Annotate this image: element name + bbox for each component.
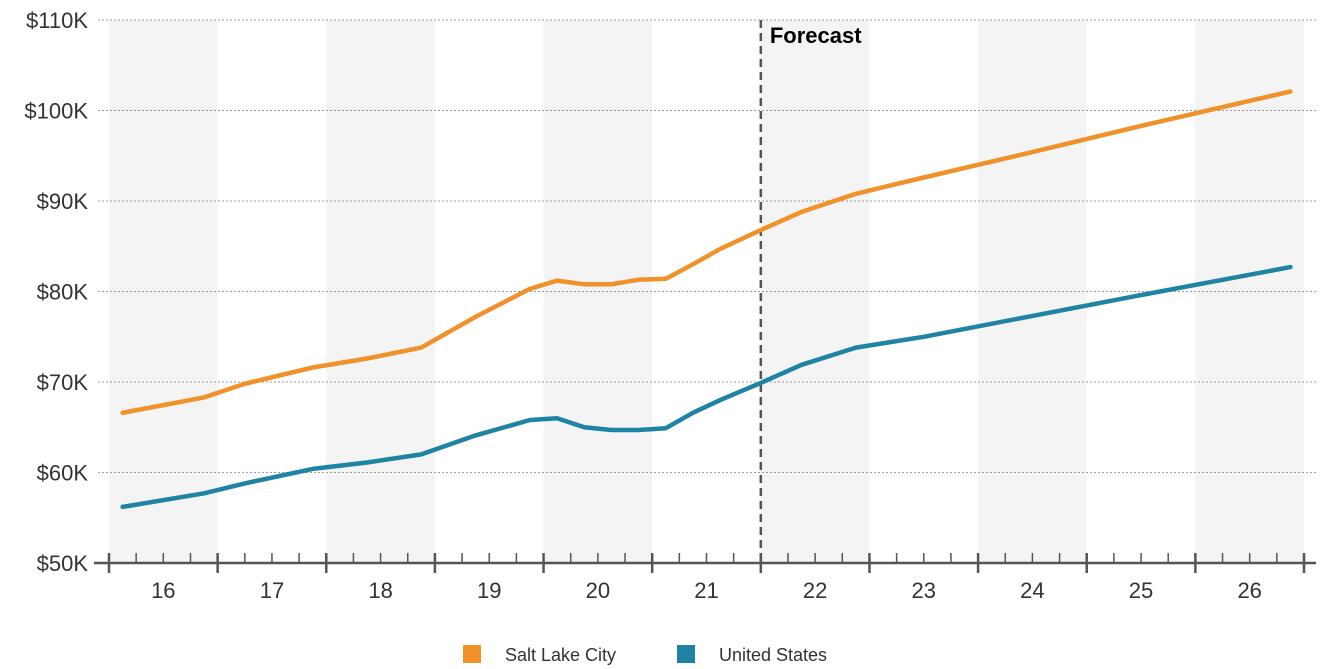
legend: Salt Lake City United States bbox=[463, 645, 827, 665]
legend-swatch bbox=[677, 645, 695, 663]
x-axis bbox=[94, 553, 1316, 573]
x-tick-label: 18 bbox=[368, 578, 392, 603]
y-axis-tick-labels: $50K $60K $70K $80K $90K $100K $110K bbox=[24, 8, 88, 576]
forecast-label: Forecast bbox=[770, 23, 862, 48]
y-tick-label: $80K bbox=[37, 280, 89, 305]
x-tick-label: 25 bbox=[1129, 578, 1153, 603]
legend-label: Salt Lake City bbox=[505, 645, 616, 665]
x-tick-label: 22 bbox=[803, 578, 827, 603]
x-tick-label: 20 bbox=[586, 578, 610, 603]
series-line-2 bbox=[120, 264, 1293, 510]
x-tick-label: 17 bbox=[260, 578, 284, 603]
x-tick-label: 24 bbox=[1020, 578, 1044, 603]
legend-label: United States bbox=[719, 645, 827, 665]
x-tick-label: 19 bbox=[477, 578, 501, 603]
legend-swatch bbox=[463, 645, 481, 663]
year-band-2024 bbox=[978, 20, 1087, 563]
y-tick-label: $100K bbox=[24, 99, 88, 124]
x-tick-label: 23 bbox=[912, 578, 936, 603]
y-tick-label: $90K bbox=[37, 189, 89, 214]
series-line-1 bbox=[120, 89, 1293, 416]
y-tick-label: $70K bbox=[37, 370, 89, 395]
y-tick-label: $50K bbox=[37, 551, 89, 576]
forecast-marker: Forecast bbox=[759, 20, 862, 563]
year-band-2018 bbox=[326, 20, 435, 563]
data-series bbox=[120, 89, 1293, 510]
x-tick-label: 26 bbox=[1237, 578, 1261, 603]
x-tick-label: 16 bbox=[151, 578, 175, 603]
horizontal-gridlines bbox=[98, 19, 1316, 473]
x-axis-tick-labels: 16 17 18 19 20 21 22 23 24 25 26 bbox=[151, 578, 1262, 603]
y-tick-label: $110K bbox=[26, 8, 88, 33]
y-tick-label: $60K bbox=[37, 461, 89, 486]
x-tick-label: 21 bbox=[694, 578, 718, 603]
